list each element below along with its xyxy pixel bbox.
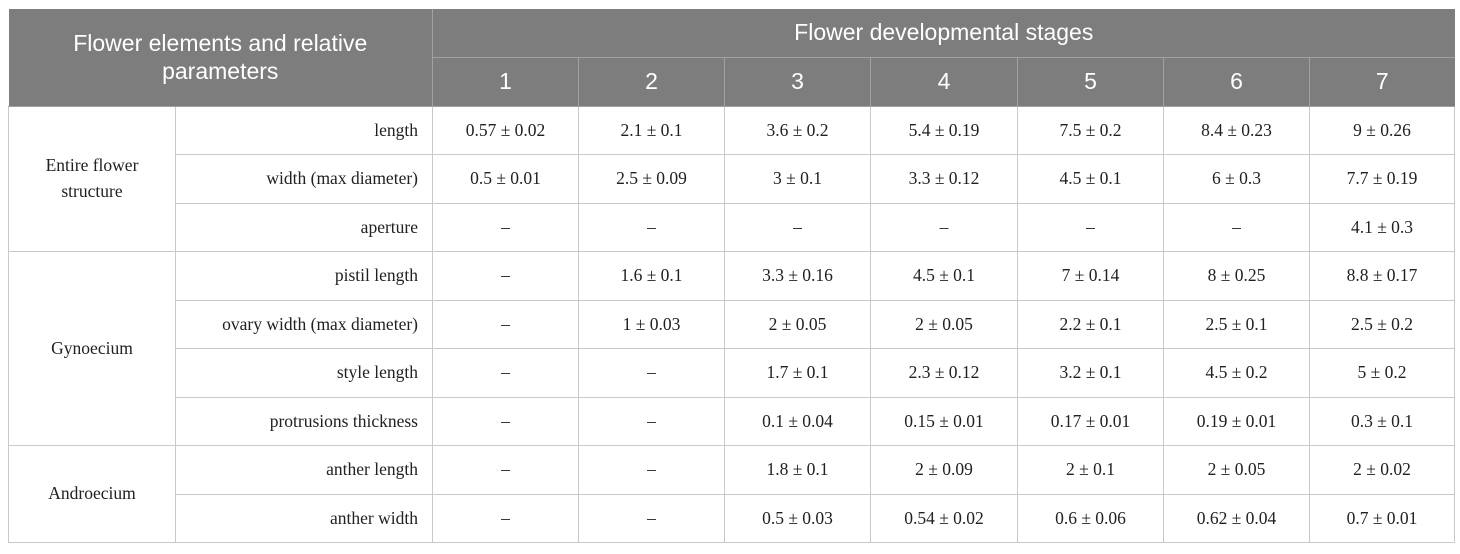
value-cell: 2 ± 0.09 bbox=[870, 445, 1018, 495]
parameter-label: protrusions thickness bbox=[175, 396, 433, 446]
table-row: style length – – 1.7 ± 0.1 2.3 ± 0.12 3.… bbox=[9, 348, 1456, 398]
value-cell: 1.7 ± 0.1 bbox=[724, 348, 871, 398]
value-cell: – bbox=[432, 493, 579, 543]
value-cell: – bbox=[1017, 202, 1164, 252]
value-cell: – bbox=[578, 348, 725, 398]
value-cell: 2.1 ± 0.1 bbox=[578, 105, 725, 155]
parameter-label: anther width bbox=[175, 493, 433, 543]
value-cell: 1.8 ± 0.1 bbox=[724, 445, 871, 495]
parameter-label: pistil length bbox=[175, 251, 433, 301]
value-cell: 1.6 ± 0.1 bbox=[578, 251, 725, 301]
value-cell: 8.8 ± 0.17 bbox=[1308, 251, 1456, 301]
table-row: protrusions thickness – – 0.1 ± 0.04 0.1… bbox=[9, 396, 1456, 446]
value-cell: 4.1 ± 0.3 bbox=[1308, 202, 1456, 252]
value-cell: 0.3 ± 0.1 bbox=[1308, 396, 1456, 446]
value-cell: 0.5 ± 0.01 bbox=[432, 154, 579, 204]
value-cell: 0.1 ± 0.04 bbox=[724, 396, 871, 446]
value-cell: 0.7 ± 0.01 bbox=[1308, 493, 1456, 543]
value-cell: 6 ± 0.3 bbox=[1163, 154, 1310, 204]
value-cell: 0.62 ± 0.04 bbox=[1163, 493, 1310, 543]
value-cell: – bbox=[432, 396, 579, 446]
stage-column-1: 1 bbox=[432, 56, 579, 107]
value-cell: 2.2 ± 0.1 bbox=[1017, 299, 1164, 349]
value-cell: 2 ± 0.05 bbox=[724, 299, 871, 349]
value-cell: – bbox=[578, 396, 725, 446]
parameter-label: length bbox=[175, 105, 433, 155]
value-cell: 2 ± 0.02 bbox=[1308, 445, 1456, 495]
value-cell: 0.15 ± 0.01 bbox=[870, 396, 1018, 446]
value-cell: 3.3 ± 0.16 bbox=[724, 251, 871, 301]
value-cell: 7.5 ± 0.2 bbox=[1017, 105, 1164, 155]
table-header: Flower elements and relative parameters … bbox=[8, 9, 1455, 107]
flower-parameters-table-container: Flower elements and relative parameters … bbox=[8, 9, 1456, 543]
value-cell: 8 ± 0.25 bbox=[1163, 251, 1310, 301]
value-cell: 3.2 ± 0.1 bbox=[1017, 348, 1164, 398]
value-cell: – bbox=[432, 445, 579, 495]
value-cell: – bbox=[432, 202, 579, 252]
value-cell: 2 ± 0.05 bbox=[1163, 445, 1310, 495]
value-cell: 2 ± 0.1 bbox=[1017, 445, 1164, 495]
value-cell: – bbox=[578, 445, 725, 495]
table-row: aperture – – – – – – 4.1 ± 0.3 bbox=[9, 202, 1456, 252]
value-cell: – bbox=[432, 299, 579, 349]
table-row: anther width – – 0.5 ± 0.03 0.54 ± 0.02 … bbox=[9, 493, 1456, 543]
group-label: Androecium bbox=[8, 445, 176, 543]
value-cell: – bbox=[724, 202, 871, 252]
stage-column-6: 6 bbox=[1163, 56, 1310, 107]
table-row: Androecium anther length – – 1.8 ± 0.1 2… bbox=[8, 445, 1456, 543]
table-row: Entire flower structure length 0.57 ± 0.… bbox=[8, 105, 1456, 252]
value-cell: – bbox=[578, 493, 725, 543]
value-cell: – bbox=[432, 348, 579, 398]
value-cell: – bbox=[1163, 202, 1310, 252]
value-cell: 2.3 ± 0.12 bbox=[870, 348, 1018, 398]
parameter-label: aperture bbox=[175, 202, 433, 252]
table-row: ovary width (max diameter) – 1 ± 0.03 2 … bbox=[9, 299, 1456, 349]
group-label: Gynoecium bbox=[8, 251, 176, 446]
value-cell: 3.3 ± 0.12 bbox=[870, 154, 1018, 204]
stage-column-5: 5 bbox=[1017, 56, 1164, 107]
header-stages-title: Flower developmental stages bbox=[431, 9, 1455, 58]
table-row: Gynoecium pistil length – 1.6 ± 0.1 3.3 … bbox=[8, 251, 1456, 446]
header-left-title-text: Flower elements and relative parameters bbox=[73, 29, 368, 85]
value-cell: 2.5 ± 0.09 bbox=[578, 154, 725, 204]
value-cell: 2.5 ± 0.2 bbox=[1308, 299, 1456, 349]
value-cell: 7.7 ± 0.19 bbox=[1308, 154, 1456, 204]
value-cell: 0.54 ± 0.02 bbox=[870, 493, 1018, 543]
value-cell: 2 ± 0.05 bbox=[870, 299, 1018, 349]
parameter-label: ovary width (max diameter) bbox=[175, 299, 433, 349]
value-cell: 3.6 ± 0.2 bbox=[724, 105, 871, 155]
table-body: Entire flower structure length 0.57 ± 0.… bbox=[8, 105, 1456, 543]
value-cell: 9 ± 0.26 bbox=[1308, 105, 1456, 155]
value-cell: 4.5 ± 0.2 bbox=[1163, 348, 1310, 398]
value-cell: 4.5 ± 0.1 bbox=[870, 251, 1018, 301]
stage-column-4: 4 bbox=[870, 56, 1018, 107]
value-cell: 0.19 ± 0.01 bbox=[1163, 396, 1310, 446]
value-cell: 1 ± 0.03 bbox=[578, 299, 725, 349]
value-cell: – bbox=[870, 202, 1018, 252]
value-cell: 5.4 ± 0.19 bbox=[870, 105, 1018, 155]
value-cell: – bbox=[578, 202, 725, 252]
value-cell: 0.5 ± 0.03 bbox=[724, 493, 871, 543]
value-cell: 2.5 ± 0.1 bbox=[1163, 299, 1310, 349]
value-cell: 7 ± 0.14 bbox=[1017, 251, 1164, 301]
value-cell: 0.57 ± 0.02 bbox=[432, 105, 579, 155]
value-cell: 5 ± 0.2 bbox=[1308, 348, 1456, 398]
value-cell: – bbox=[432, 251, 579, 301]
stage-column-2: 2 bbox=[578, 56, 725, 107]
value-cell: 0.6 ± 0.06 bbox=[1017, 493, 1164, 543]
parameter-label: width (max diameter) bbox=[175, 154, 433, 204]
value-cell: 8.4 ± 0.23 bbox=[1163, 105, 1310, 155]
stage-column-7: 7 bbox=[1308, 56, 1455, 107]
stage-column-3: 3 bbox=[724, 56, 871, 107]
flower-parameters-table: Flower elements and relative parameters … bbox=[8, 9, 1456, 543]
value-cell: 4.5 ± 0.1 bbox=[1017, 154, 1164, 204]
value-cell: 3 ± 0.1 bbox=[724, 154, 871, 204]
parameter-label: style length bbox=[175, 348, 433, 398]
group-label: Entire flower structure bbox=[8, 105, 176, 252]
parameter-label: anther length bbox=[175, 445, 433, 495]
value-cell: 0.17 ± 0.01 bbox=[1017, 396, 1164, 446]
table-row: width (max diameter) 0.5 ± 0.01 2.5 ± 0.… bbox=[9, 154, 1456, 204]
header-left-title: Flower elements and relative parameters bbox=[8, 9, 433, 107]
